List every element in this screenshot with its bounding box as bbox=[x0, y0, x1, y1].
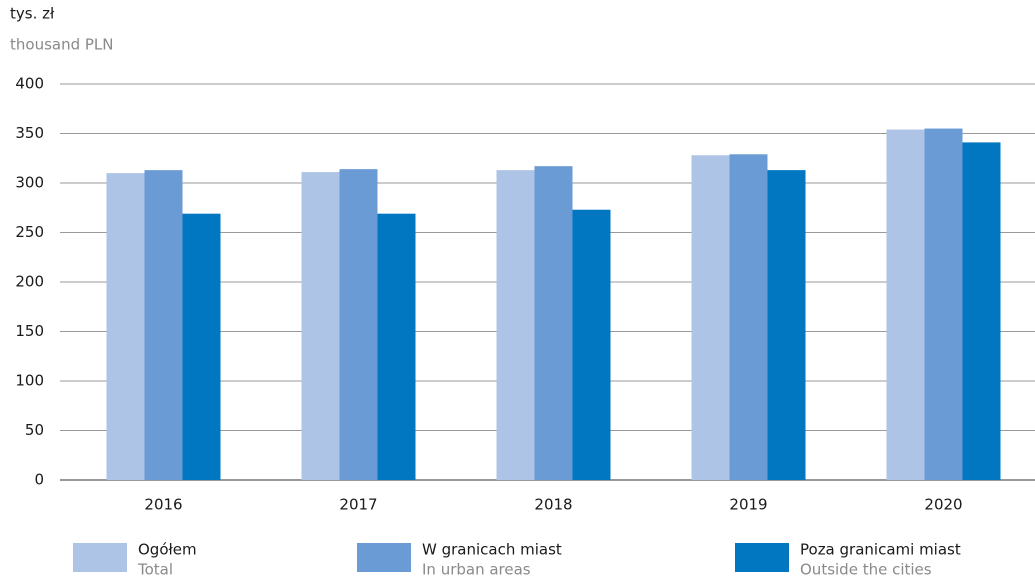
y-axis-label: tys. zł bbox=[10, 5, 55, 23]
legend-label-en: In urban areas bbox=[422, 561, 531, 578]
y-tick-label: 300 bbox=[15, 174, 44, 192]
x-tick-label: 2020 bbox=[924, 496, 962, 514]
x-tick-label: 2016 bbox=[144, 496, 182, 514]
bar bbox=[144, 170, 183, 480]
y-tick-label: 100 bbox=[15, 372, 44, 390]
bar bbox=[886, 129, 925, 481]
legend-swatch bbox=[73, 543, 127, 572]
legend-label: Ogółem bbox=[138, 541, 197, 559]
y-axis-label-en: thousand PLN bbox=[10, 36, 114, 54]
bar bbox=[962, 142, 1001, 480]
bar bbox=[106, 173, 145, 480]
bar bbox=[534, 166, 573, 481]
y-tick-label: 0 bbox=[34, 471, 44, 489]
y-tick-label: 150 bbox=[15, 322, 44, 340]
bar bbox=[729, 154, 768, 481]
legend-swatch bbox=[357, 543, 411, 572]
x-tick-label: 2019 bbox=[729, 496, 767, 514]
bar bbox=[301, 172, 340, 481]
bar bbox=[924, 128, 963, 481]
y-tick-label: 200 bbox=[15, 273, 44, 291]
x-tick-label: 2018 bbox=[534, 496, 572, 514]
bar bbox=[377, 213, 416, 480]
legend-label-en: Total bbox=[137, 561, 173, 578]
bar bbox=[691, 155, 730, 480]
bar bbox=[767, 170, 806, 480]
legend-swatch bbox=[735, 543, 789, 572]
legend-label: W granicach miast bbox=[422, 541, 562, 559]
bar bbox=[572, 209, 611, 481]
x-tick-label: 2017 bbox=[339, 496, 377, 514]
legend-label: Poza granicami miast bbox=[800, 541, 961, 559]
y-tick-label: 250 bbox=[15, 223, 44, 241]
y-tick-label: 50 bbox=[25, 421, 44, 439]
bar bbox=[496, 170, 535, 480]
y-tick-label: 350 bbox=[15, 124, 44, 142]
y-tick-label: 400 bbox=[15, 75, 44, 93]
bar bbox=[182, 213, 221, 480]
bar bbox=[339, 169, 378, 480]
legend-label-en: Outside the cities bbox=[800, 561, 932, 578]
